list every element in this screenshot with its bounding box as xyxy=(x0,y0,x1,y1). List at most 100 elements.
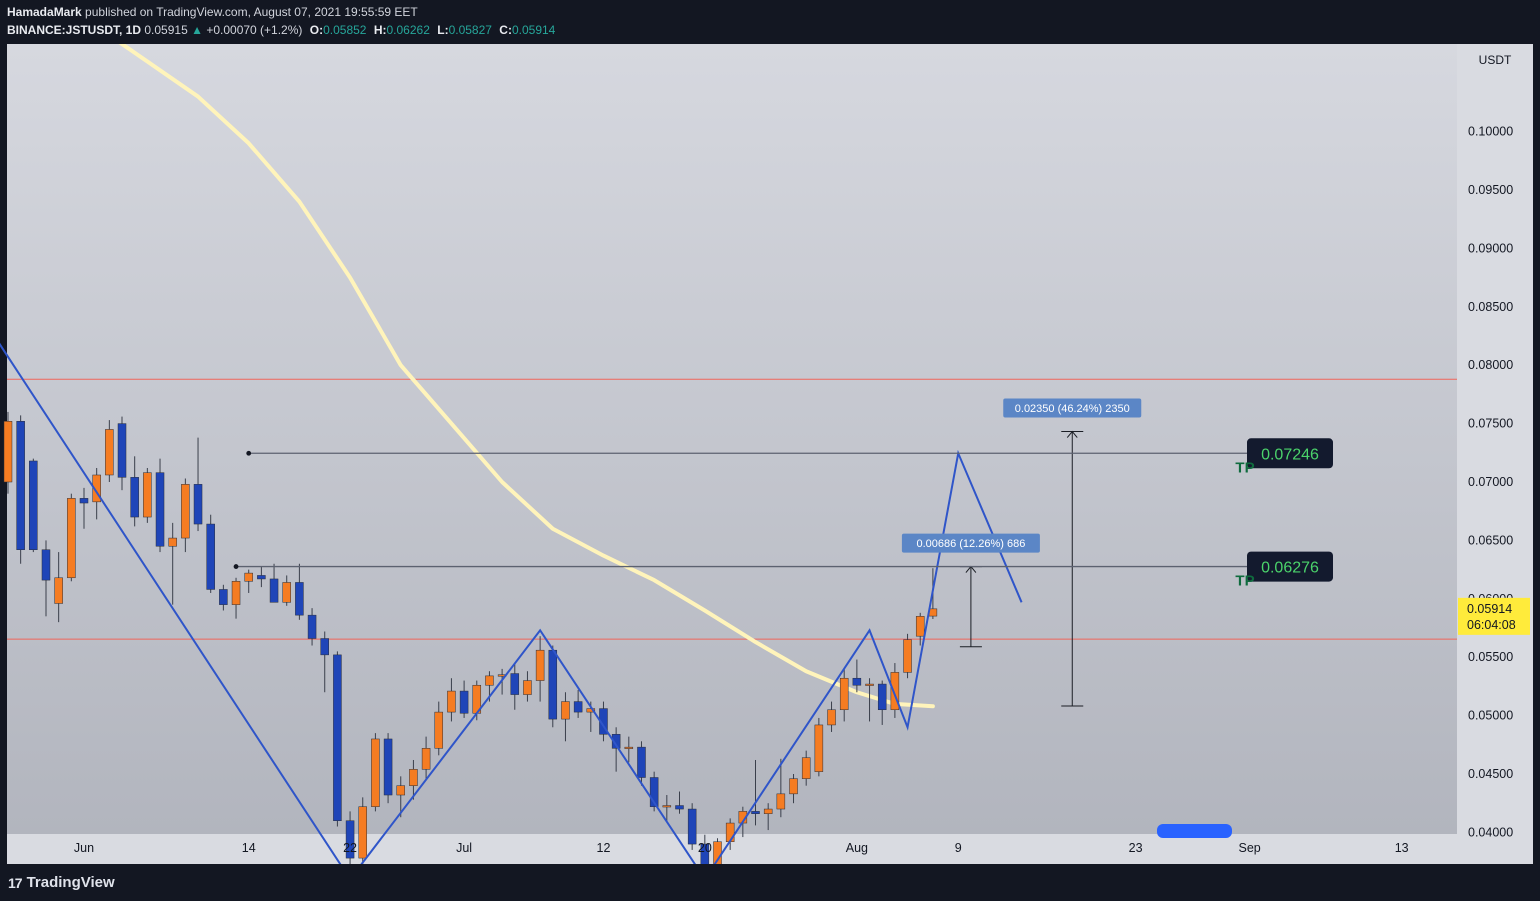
candle-body xyxy=(333,654,342,821)
candle xyxy=(915,612,925,646)
candle-body xyxy=(915,616,925,637)
candle-body xyxy=(877,683,887,711)
candle-body xyxy=(713,841,722,864)
candle-body xyxy=(535,649,545,681)
candle xyxy=(206,514,215,593)
candle xyxy=(713,838,722,864)
candle xyxy=(143,467,152,523)
close-label: C: xyxy=(499,23,512,37)
candle xyxy=(117,416,127,491)
target-value-box xyxy=(1247,551,1333,582)
symbol-info: BINANCE:JSTUSDT, 1D 0.05915 ▲ +0.00070 (… xyxy=(7,23,555,37)
candle-body xyxy=(206,523,215,590)
candle-body xyxy=(548,649,558,720)
candle xyxy=(548,645,558,728)
candle-body xyxy=(827,709,836,726)
candle xyxy=(29,458,38,553)
candle xyxy=(827,701,836,732)
measure-label-box xyxy=(1003,398,1142,418)
candle xyxy=(434,701,444,756)
candle xyxy=(649,771,659,812)
candle-body xyxy=(561,701,570,720)
candle xyxy=(662,795,672,821)
open-label: O: xyxy=(309,23,324,37)
price-tick-label: 0.06500 xyxy=(1468,533,1513,547)
time-axis-range-highlight[interactable] xyxy=(1157,824,1232,838)
candle xyxy=(510,663,520,710)
tradingview-logo[interactable]: 17 TradingView xyxy=(8,874,115,891)
candle xyxy=(865,678,874,722)
candle-body xyxy=(307,614,317,639)
candle xyxy=(181,478,190,553)
candle-body xyxy=(117,423,127,478)
candle-body xyxy=(573,701,583,713)
candle-body xyxy=(865,683,874,686)
time-tick-label: Aug xyxy=(846,841,868,855)
candle-body xyxy=(41,549,51,581)
candle xyxy=(776,758,786,818)
candle-body xyxy=(219,589,228,605)
candle xyxy=(687,803,697,850)
candle-body xyxy=(459,690,469,714)
candle xyxy=(814,717,824,777)
symbol-label[interactable]: BINANCE:JSTUSDT, 1D xyxy=(7,23,142,37)
candle xyxy=(295,563,304,620)
candle-body xyxy=(434,711,444,749)
candle-body xyxy=(257,575,266,580)
close-value: 0.05914 xyxy=(511,23,556,37)
candle-body xyxy=(231,581,241,605)
candle xyxy=(535,636,545,702)
candle xyxy=(16,415,25,564)
price-change: +0.00070 (+1.2%) xyxy=(206,23,303,37)
candle-body xyxy=(29,460,38,550)
brand-name: TradingView xyxy=(26,874,115,891)
candle-body xyxy=(409,769,418,786)
candle xyxy=(269,563,279,603)
candle xyxy=(3,411,13,494)
measure-label: 0.00686 (12.26%) 686 xyxy=(916,538,1025,550)
candle-body xyxy=(92,474,101,503)
candle-body xyxy=(16,421,25,550)
published-text: published on TradingView.com, August 07,… xyxy=(85,5,418,19)
candle-body xyxy=(295,582,304,616)
candle xyxy=(155,458,165,553)
candle-body xyxy=(523,680,532,695)
candle xyxy=(447,678,456,722)
candle-body xyxy=(358,806,367,859)
time-tick-label: Sep xyxy=(1239,841,1261,855)
candle xyxy=(903,633,912,679)
price-chart[interactable]: USDT 0.02350 (46.24%) 2350 0.00686 (12.26… xyxy=(0,44,1540,864)
target-anchor-dot xyxy=(246,450,252,456)
current-price-label: 0.05914 xyxy=(1467,602,1512,616)
chart-header: HamadaMark published on TradingView.com,… xyxy=(0,0,1540,44)
up-arrow-icon: ▲ xyxy=(191,23,203,37)
candle-body xyxy=(383,738,393,796)
price-tick-label: 0.10000 xyxy=(1468,125,1513,139)
candle-body xyxy=(181,484,190,539)
price-tick-label: 0.08500 xyxy=(1468,300,1513,314)
candle xyxy=(67,493,76,582)
time-tick-label: Jun xyxy=(74,841,94,855)
candle xyxy=(675,791,684,814)
author-name[interactable]: HamadaMark xyxy=(7,5,82,19)
candle xyxy=(168,522,177,605)
candle-body xyxy=(814,724,824,772)
candle-body xyxy=(763,808,773,814)
candle-body xyxy=(852,677,862,686)
time-tick-label: Jul xyxy=(456,841,472,855)
candle-body xyxy=(751,811,760,814)
candle-body xyxy=(130,477,139,518)
price-tick-label: 0.05500 xyxy=(1468,650,1513,664)
time-tick-label: 23 xyxy=(1129,841,1143,855)
low-label: L: xyxy=(437,23,449,37)
candle-body xyxy=(79,498,89,504)
candle xyxy=(637,741,646,786)
candle xyxy=(789,774,798,804)
candle xyxy=(409,759,418,800)
candle-body xyxy=(269,578,279,603)
target-tp-label: TP xyxy=(1235,459,1254,476)
candle xyxy=(839,668,849,722)
candle-body xyxy=(725,822,735,842)
chart-area[interactable]: USDT 0.02350 (46.24%) 2350 0.00686 (12.26… xyxy=(0,44,1540,864)
candle xyxy=(358,797,367,864)
